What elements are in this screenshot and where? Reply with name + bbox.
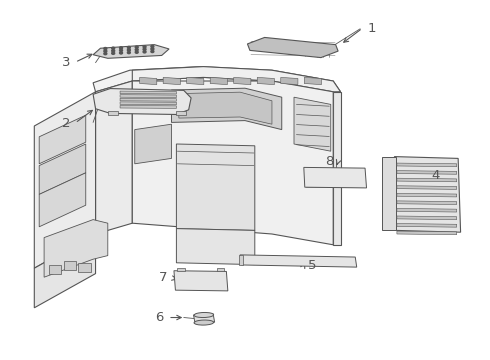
Polygon shape [96, 81, 132, 234]
Polygon shape [382, 157, 396, 230]
Polygon shape [78, 263, 91, 272]
Polygon shape [64, 261, 76, 270]
Polygon shape [135, 124, 171, 164]
Text: 1: 1 [367, 22, 376, 35]
Polygon shape [281, 77, 298, 85]
Polygon shape [176, 111, 186, 115]
Circle shape [104, 50, 107, 52]
Circle shape [104, 48, 107, 50]
Polygon shape [397, 178, 457, 182]
Circle shape [135, 46, 138, 48]
Polygon shape [39, 115, 86, 164]
Polygon shape [397, 201, 457, 204]
Polygon shape [93, 45, 169, 58]
Polygon shape [294, 97, 331, 151]
Polygon shape [240, 255, 357, 267]
Polygon shape [93, 89, 191, 114]
Polygon shape [194, 314, 215, 323]
Text: 4: 4 [431, 169, 440, 182]
Polygon shape [176, 144, 255, 230]
Circle shape [112, 52, 115, 54]
Text: 7: 7 [158, 271, 167, 284]
Polygon shape [217, 268, 224, 271]
Polygon shape [132, 81, 333, 245]
Circle shape [143, 51, 146, 53]
Polygon shape [397, 216, 457, 220]
Polygon shape [179, 92, 272, 124]
Polygon shape [177, 268, 185, 271]
Polygon shape [234, 77, 251, 85]
Polygon shape [397, 224, 457, 227]
Text: 8: 8 [325, 155, 334, 168]
Polygon shape [172, 88, 282, 130]
Polygon shape [397, 163, 457, 167]
Polygon shape [176, 229, 255, 265]
Polygon shape [108, 111, 118, 115]
Circle shape [127, 49, 130, 51]
Polygon shape [397, 186, 457, 189]
Polygon shape [49, 265, 61, 274]
Polygon shape [304, 77, 321, 85]
Text: 2: 2 [62, 117, 71, 130]
Polygon shape [120, 105, 176, 108]
Circle shape [151, 45, 154, 48]
Polygon shape [120, 91, 176, 94]
Circle shape [112, 50, 115, 52]
Polygon shape [132, 67, 341, 92]
Circle shape [120, 52, 122, 54]
Ellipse shape [194, 312, 214, 318]
Polygon shape [44, 220, 108, 277]
Circle shape [104, 53, 107, 55]
Text: 6: 6 [155, 311, 164, 324]
Polygon shape [394, 157, 461, 232]
Polygon shape [174, 271, 228, 291]
Circle shape [151, 48, 154, 50]
Polygon shape [120, 102, 176, 105]
Text: 5: 5 [308, 259, 317, 272]
Circle shape [135, 51, 138, 53]
Polygon shape [39, 173, 86, 227]
Polygon shape [187, 77, 204, 85]
Polygon shape [397, 193, 457, 197]
Circle shape [127, 51, 130, 54]
Polygon shape [239, 255, 243, 265]
Circle shape [143, 46, 146, 48]
Polygon shape [304, 167, 367, 188]
Polygon shape [163, 77, 180, 85]
Polygon shape [397, 171, 457, 174]
Circle shape [143, 48, 146, 50]
Circle shape [120, 47, 122, 49]
Polygon shape [120, 98, 176, 101]
Polygon shape [210, 77, 227, 85]
Circle shape [120, 49, 122, 51]
Circle shape [127, 46, 130, 49]
Ellipse shape [194, 320, 214, 325]
Polygon shape [140, 77, 157, 85]
Circle shape [151, 50, 154, 53]
Polygon shape [397, 231, 457, 235]
Polygon shape [93, 67, 341, 92]
Polygon shape [34, 234, 96, 308]
Circle shape [112, 47, 115, 49]
Polygon shape [397, 208, 457, 212]
Circle shape [135, 49, 138, 51]
Text: 3: 3 [62, 56, 71, 69]
Polygon shape [257, 77, 274, 85]
Polygon shape [120, 95, 176, 98]
Polygon shape [39, 144, 86, 194]
Polygon shape [247, 37, 338, 58]
Polygon shape [333, 92, 341, 245]
Polygon shape [34, 92, 96, 268]
